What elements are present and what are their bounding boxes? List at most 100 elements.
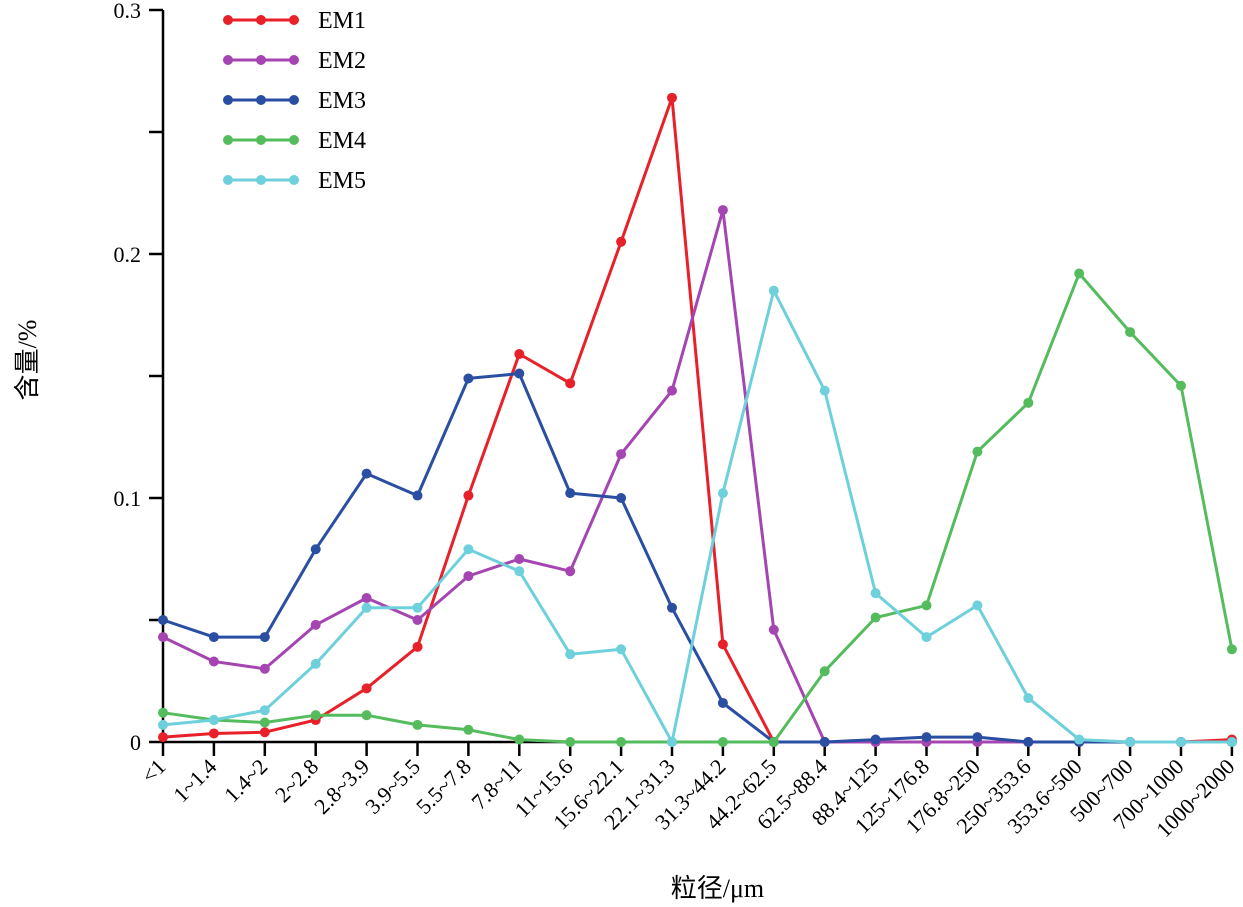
data-point-em5: [1226, 737, 1237, 747]
series-em5: [158, 285, 1237, 747]
legend-swatch-marker: [256, 135, 266, 145]
data-point-em4: [1074, 268, 1085, 279]
data-point-em4: [921, 600, 932, 611]
data-point-em5: [463, 544, 474, 555]
data-point-em4: [768, 737, 779, 747]
data-point-em4: [463, 724, 474, 735]
data-point-em4: [1023, 397, 1034, 408]
series-line-em1: [162, 96, 1232, 744]
data-point-em4: [310, 710, 321, 721]
data-point-em2: [158, 632, 168, 643]
data-point-em1: [717, 639, 728, 650]
data-point-em5: [1023, 693, 1034, 704]
series-em4: [158, 268, 1237, 747]
data-point-em5: [565, 649, 576, 660]
legend-swatch-marker: [223, 55, 233, 65]
data-point-em2: [667, 385, 677, 396]
data-point-em5: [667, 737, 677, 747]
data-point-em5: [717, 488, 728, 499]
data-point-em1: [514, 349, 525, 360]
legend-swatch-marker: [223, 135, 233, 145]
data-point-em3: [259, 632, 270, 643]
data-point-em1: [208, 728, 219, 739]
y-tick-label: 0: [130, 730, 141, 755]
data-point-em5: [259, 705, 270, 716]
legend-label: EM4: [318, 128, 366, 154]
data-point-em4: [717, 737, 728, 747]
x-tick-label: <1: [136, 754, 170, 788]
series-line-em3: [162, 372, 1232, 744]
x-tick-label: 2.8~3.9: [309, 754, 374, 819]
data-point-em3: [870, 734, 881, 745]
data-point-em3: [310, 544, 321, 555]
legend-swatch-marker: [289, 175, 299, 185]
y-tick-label: 0.2: [114, 242, 142, 267]
data-point-em5: [1125, 737, 1136, 747]
data-point-em2: [208, 656, 219, 667]
data-point-em1: [667, 92, 677, 103]
data-point-em3: [208, 632, 219, 643]
legend-swatch-marker: [256, 55, 266, 65]
legend-swatch-marker: [223, 95, 233, 105]
data-point-em2: [514, 554, 525, 564]
data-point-em4: [870, 612, 881, 623]
legend-item-em5: EM5: [223, 168, 366, 194]
data-point-em5: [208, 715, 219, 726]
data-point-em1: [412, 641, 423, 652]
y-axis-title: 含量/%: [13, 320, 42, 401]
data-point-em2: [463, 571, 474, 582]
legend-swatch-marker: [289, 15, 299, 25]
legend-swatch-marker: [256, 95, 266, 105]
data-point-em1: [361, 683, 372, 694]
data-point-em2: [616, 449, 627, 460]
data-point-em5: [870, 588, 881, 599]
data-point-em5: [921, 632, 932, 643]
legend-label: EM1: [318, 8, 366, 34]
data-point-em3: [921, 732, 932, 743]
data-point-em1: [259, 727, 270, 738]
data-point-em4: [514, 734, 525, 745]
data-point-em5: [158, 719, 168, 730]
data-point-em3: [972, 732, 983, 743]
series-line-em4: [162, 272, 1234, 744]
legend-swatch-marker: [256, 175, 266, 185]
legend-label: EM3: [318, 88, 366, 114]
legend-swatch-marker: [256, 15, 266, 25]
data-point-em4: [616, 737, 627, 747]
data-point-em5: [361, 602, 372, 613]
data-point-em3: [463, 373, 474, 384]
legend-swatch-marker: [289, 55, 299, 65]
data-point-em4: [259, 717, 270, 728]
legend-item-em1: EM1: [223, 8, 366, 34]
data-point-em4: [1125, 327, 1136, 338]
data-point-em5: [819, 385, 830, 396]
data-point-em2: [565, 566, 576, 577]
legend-item-em3: EM3: [223, 88, 366, 114]
data-point-em4: [972, 446, 983, 457]
legend-label: EM2: [318, 48, 366, 74]
legend-item-em2: EM2: [223, 48, 366, 74]
data-point-em3: [361, 468, 372, 479]
data-point-em4: [158, 707, 168, 718]
data-point-em1: [565, 378, 576, 389]
y-tick-label: 0.3: [114, 0, 142, 23]
data-point-em3: [667, 602, 677, 613]
data-point-em4: [1226, 644, 1237, 655]
legend-swatch-marker: [223, 15, 233, 25]
data-point-em1: [463, 490, 474, 501]
data-point-em4: [819, 666, 830, 677]
data-point-em5: [412, 602, 423, 613]
data-point-em3: [514, 368, 525, 379]
series-em3: [158, 368, 1237, 747]
data-point-em3: [1023, 737, 1034, 747]
data-point-em2: [361, 593, 372, 604]
data-point-em2: [412, 615, 423, 625]
data-point-em5: [310, 658, 321, 669]
y-tick-label: 0.1: [114, 486, 142, 511]
data-point-em3: [565, 488, 576, 499]
data-point-em3: [158, 615, 168, 625]
data-point-em5: [972, 600, 983, 611]
data-point-em4: [361, 710, 372, 721]
legend-item-em4: EM4: [223, 128, 366, 154]
